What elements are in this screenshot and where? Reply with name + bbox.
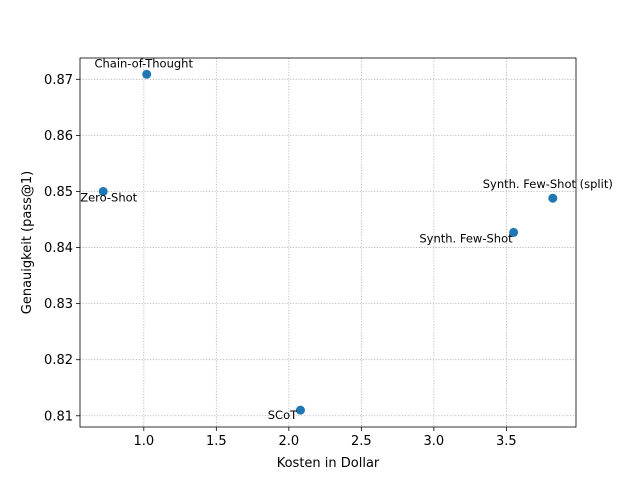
data-point-label: SCoT bbox=[268, 408, 298, 422]
y-axis-label: Genauigkeit (pass@1) bbox=[20, 171, 35, 314]
x-tick-label: 1.5 bbox=[206, 434, 227, 449]
y-tick-label: 0.82 bbox=[44, 353, 73, 368]
y-tick-label: 0.84 bbox=[44, 241, 73, 256]
x-tick-label: 2.5 bbox=[351, 434, 372, 449]
y-tick-label: 0.83 bbox=[44, 297, 73, 312]
x-tick-label: 3.0 bbox=[424, 434, 445, 449]
y-tick-label: 0.85 bbox=[44, 185, 73, 200]
data-points bbox=[98, 69, 558, 415]
data-point bbox=[142, 69, 152, 79]
y-tick-label: 0.81 bbox=[44, 409, 73, 424]
y-axis-ticks: 0.81 0.82 0.83 0.84 0.85 0.86 0.87 bbox=[44, 73, 80, 424]
x-tick-label: 2.0 bbox=[278, 434, 299, 449]
x-tick-label: 3.5 bbox=[496, 434, 517, 449]
data-point bbox=[548, 193, 558, 203]
data-point-label: Chain-of-Thought bbox=[94, 56, 193, 70]
y-tick-label: 0.87 bbox=[44, 73, 73, 88]
data-point-label: Synth. Few-Shot (split) bbox=[483, 177, 613, 191]
data-point bbox=[98, 186, 108, 196]
data-point-label: Synth. Few-Shot bbox=[419, 231, 513, 245]
data-point bbox=[295, 405, 305, 415]
point-labels: Zero-Shot Chain-of-Thought SCoT Synth. Few-… bbox=[80, 56, 613, 422]
plot-frame bbox=[79, 57, 577, 428]
data-point-label: Zero-Shot bbox=[80, 190, 137, 204]
x-axis-label: Kosten in Dollar bbox=[277, 456, 380, 471]
y-tick-label: 0.86 bbox=[44, 129, 73, 144]
x-tick-label: 1.0 bbox=[133, 434, 154, 449]
x-axis-ticks: 1.0 1.5 2.0 2.5 3.0 3.5 bbox=[133, 427, 517, 449]
data-point bbox=[509, 227, 519, 237]
